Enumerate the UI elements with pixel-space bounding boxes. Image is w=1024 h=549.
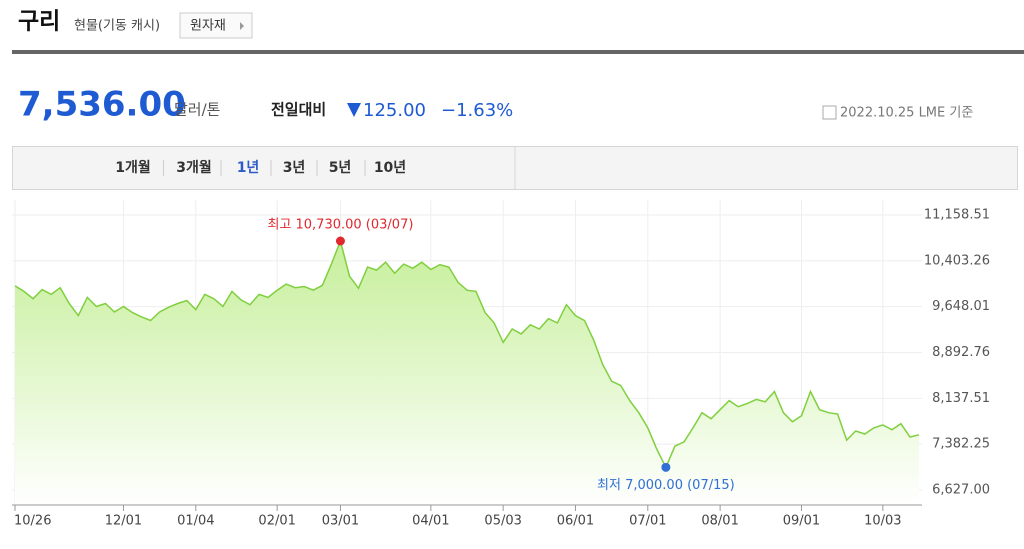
y-tick-label: 8,137.51 (932, 391, 990, 406)
period-tab[interactable]: 1년 (237, 160, 260, 176)
line (14, 238, 920, 470)
change-label: 전일대비 (271, 101, 326, 119)
price-unit: 달러/톤 (174, 101, 220, 119)
button-arrow (240, 22, 244, 30)
y-tick-label: 8,892.76 (932, 345, 990, 360)
x-tick-label: 05/03 (484, 514, 521, 529)
x-tick-label: 01/04 (177, 514, 214, 529)
period-tab[interactable]: 3년 (283, 160, 306, 176)
price: 7,536.00 (18, 85, 186, 125)
x-tick-label: 10/26 (14, 514, 51, 529)
x-tick-label: 04/01 (412, 514, 449, 529)
y-tick-label: 6,627.00 (932, 483, 990, 498)
max-marker (335, 236, 345, 246)
x-tick-label: 10/03 (864, 514, 901, 529)
date: 2022.10.25 LME 기준 (840, 106, 973, 121)
y-tick-label: 10,403.26 (924, 253, 990, 268)
period-tab[interactable]: 10년 (374, 160, 406, 176)
y-tick-label: 7,382.25 (932, 437, 990, 452)
x-tick-label: 07/01 (629, 514, 666, 529)
x-tick-label: 08/01 (701, 514, 738, 529)
header-rule (12, 50, 1024, 54)
down-arrow (347, 103, 361, 117)
min-label: 최저 7,000.00 (07/15) (597, 478, 735, 493)
x-tick-label: 03/01 (322, 514, 359, 529)
x-tick-label: 12/01 (105, 514, 142, 529)
subtitle: 현물(기동 캐시) (74, 19, 160, 34)
max-label: 최고 10,730.00 (03/07) (267, 218, 413, 233)
change: 125.00 (363, 100, 426, 121)
x-tick-label: 06/01 (557, 514, 594, 529)
y-tick-label: 11,158.51 (924, 208, 990, 223)
y-tick-label: 9,648.01 (932, 299, 990, 314)
min-marker (661, 462, 671, 472)
button-label[interactable]: 원자재 (190, 19, 226, 34)
x-tick-label: 02/01 (258, 514, 295, 529)
date-icon (822, 105, 837, 120)
period-tab[interactable]: 3개월 (176, 159, 212, 176)
area (15, 241, 919, 505)
change-pct: −1.63% (441, 100, 513, 121)
x-tick-label: 09/01 (783, 514, 820, 529)
period-tab[interactable]: 1개월 (115, 159, 151, 176)
period-tab[interactable]: 5년 (329, 160, 352, 176)
title: 구리 (18, 9, 60, 35)
